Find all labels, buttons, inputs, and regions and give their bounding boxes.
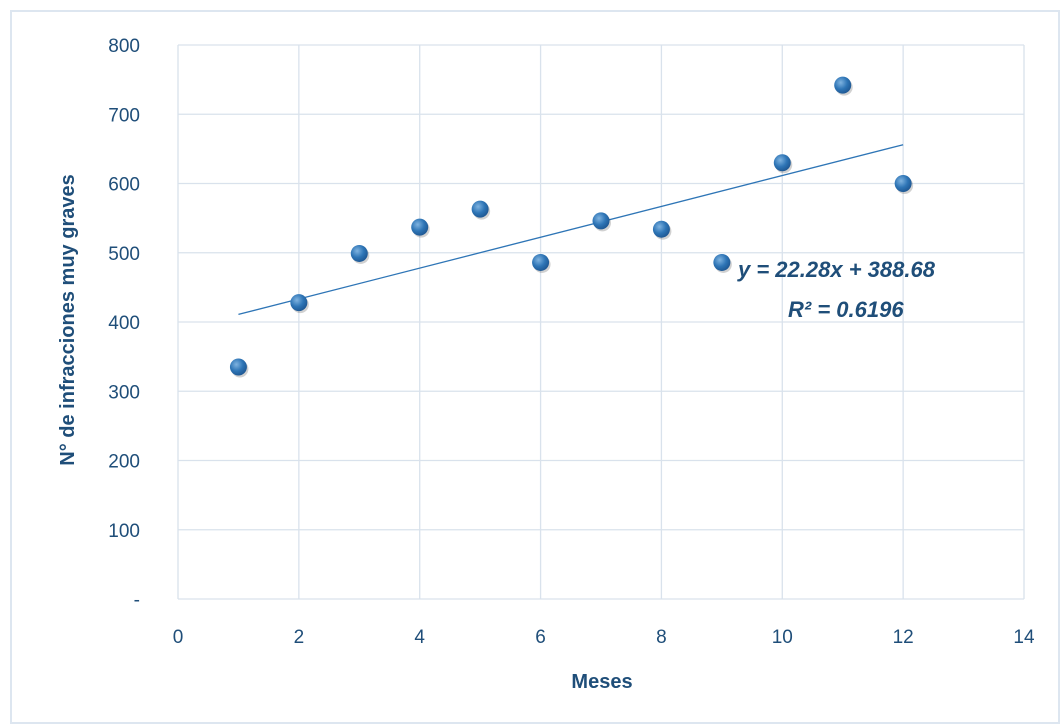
data-point xyxy=(350,244,368,262)
y-tick-label: 200 xyxy=(108,452,140,473)
tick-labels: 0 2 4 6 8 10 12 14 - 100 200 300 400 500 600 700 800 xyxy=(108,36,1035,648)
data-point xyxy=(592,212,610,230)
x-tick-label: 0 xyxy=(173,627,184,648)
y-tick-label: 800 xyxy=(108,36,140,57)
data-points xyxy=(229,76,914,378)
data-point xyxy=(229,358,247,376)
y-tick-label: 300 xyxy=(108,382,140,403)
y-tick-label: 700 xyxy=(108,105,140,126)
x-tick-label: 8 xyxy=(656,627,667,648)
data-point xyxy=(532,253,550,271)
trendline xyxy=(238,144,904,316)
data-point xyxy=(652,220,670,238)
trendline-r-squared: R² = 0.6196 xyxy=(788,297,904,322)
trendline-equation: y = 22.28x + 388.68 xyxy=(737,257,936,282)
data-point xyxy=(713,253,731,271)
x-axis-title: Meses xyxy=(571,671,632,693)
x-tick-label: 6 xyxy=(535,627,546,648)
y-tick-label: 500 xyxy=(108,244,140,265)
y-tick-label: 600 xyxy=(108,175,140,196)
trendline-group xyxy=(238,144,904,316)
data-point xyxy=(290,294,308,312)
gridlines xyxy=(177,44,1025,600)
x-tick-label: 12 xyxy=(893,627,914,648)
y-tick-label: - xyxy=(134,590,140,611)
x-tick-label: 14 xyxy=(1013,627,1035,648)
x-tick-label: 2 xyxy=(294,627,305,648)
data-point xyxy=(471,200,489,218)
data-point xyxy=(834,76,852,94)
y-tick-label: 100 xyxy=(108,521,140,542)
x-tick-label: 4 xyxy=(414,627,425,648)
data-point xyxy=(411,218,429,236)
y-tick-label: 400 xyxy=(108,313,140,334)
data-point xyxy=(773,154,791,172)
x-tick-label: 10 xyxy=(772,627,793,648)
y-axis-title: N° de infracciones muy graves xyxy=(57,174,79,465)
data-point xyxy=(894,175,912,192)
chart-frame xyxy=(10,10,1060,724)
